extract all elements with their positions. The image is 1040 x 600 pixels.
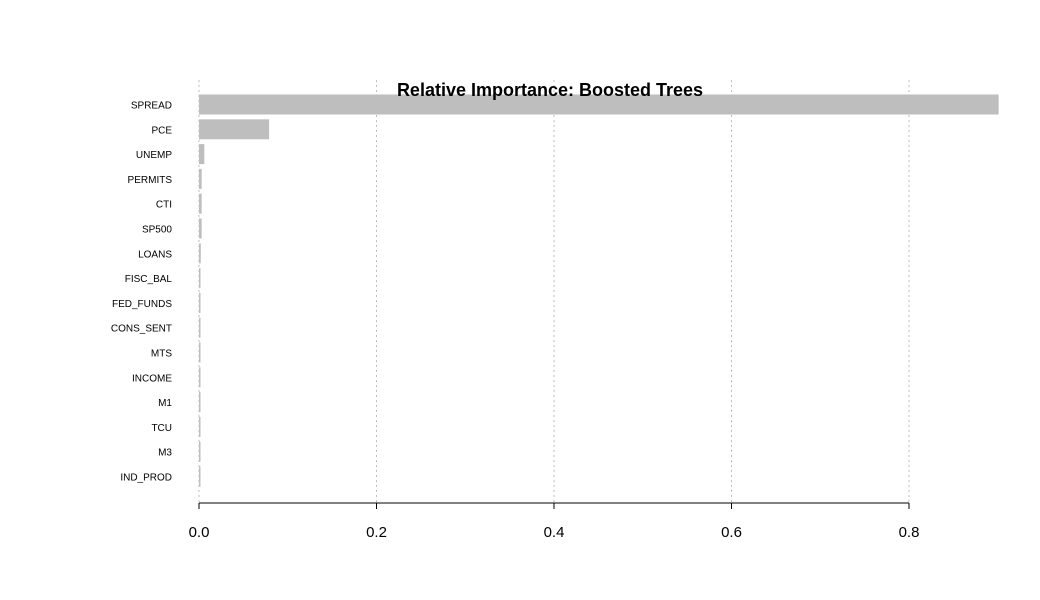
category-labels: SPREAD PCE UNEMP PERMITS CTI SP500 LOANS FISC_B… <box>111 101 173 484</box>
bar-ind-prod <box>199 466 201 487</box>
bar-permits <box>199 168 202 189</box>
x-tick-label: 0.8 <box>899 524 920 541</box>
bar-income <box>199 367 201 388</box>
bar-tcu <box>199 416 201 437</box>
category-label: M3 <box>158 448 172 459</box>
bar-pce <box>199 119 270 140</box>
bars <box>199 94 999 487</box>
bar-sp500 <box>199 218 202 239</box>
category-label: SPREAD <box>131 101 172 112</box>
category-label: UNEMP <box>136 150 172 161</box>
category-label: PERMITS <box>128 175 173 186</box>
category-label: M1 <box>158 398 172 409</box>
category-label: IND_PROD <box>120 473 172 484</box>
chart-title: Relative Importance: Boosted Trees <box>397 80 703 100</box>
bar-fed-funds <box>199 292 201 313</box>
category-label: MTS <box>151 349 172 360</box>
bar-m3 <box>199 441 201 462</box>
bar-cti <box>199 193 202 214</box>
bar-spread <box>199 94 999 115</box>
bar-loans <box>199 243 201 264</box>
bar-cons-sent <box>199 317 201 338</box>
category-label: FISC_BAL <box>125 274 173 285</box>
grid-lines <box>198 80 910 503</box>
category-label: FED_FUNDS <box>112 299 172 310</box>
category-label: INCOME <box>132 373 172 384</box>
category-label: LOANS <box>138 249 172 260</box>
x-tick-label: 0.4 <box>544 524 565 541</box>
category-label: PCE <box>151 125 172 136</box>
bar-unemp <box>199 144 205 165</box>
category-label: CONS_SENT <box>111 324 172 335</box>
bar-fisc-bal <box>199 268 201 289</box>
category-label: SP500 <box>142 225 172 236</box>
bar-mts <box>199 342 201 363</box>
category-label: CTI <box>156 200 172 211</box>
bar-m1 <box>199 392 201 413</box>
x-tick-label: 0.2 <box>366 524 387 541</box>
x-axis: 0.0 0.2 0.4 0.6 0.8 <box>189 502 920 541</box>
x-tick-label: 0.6 <box>721 524 742 541</box>
x-tick-label: 0.0 <box>189 524 210 541</box>
category-label: TCU <box>151 423 172 434</box>
